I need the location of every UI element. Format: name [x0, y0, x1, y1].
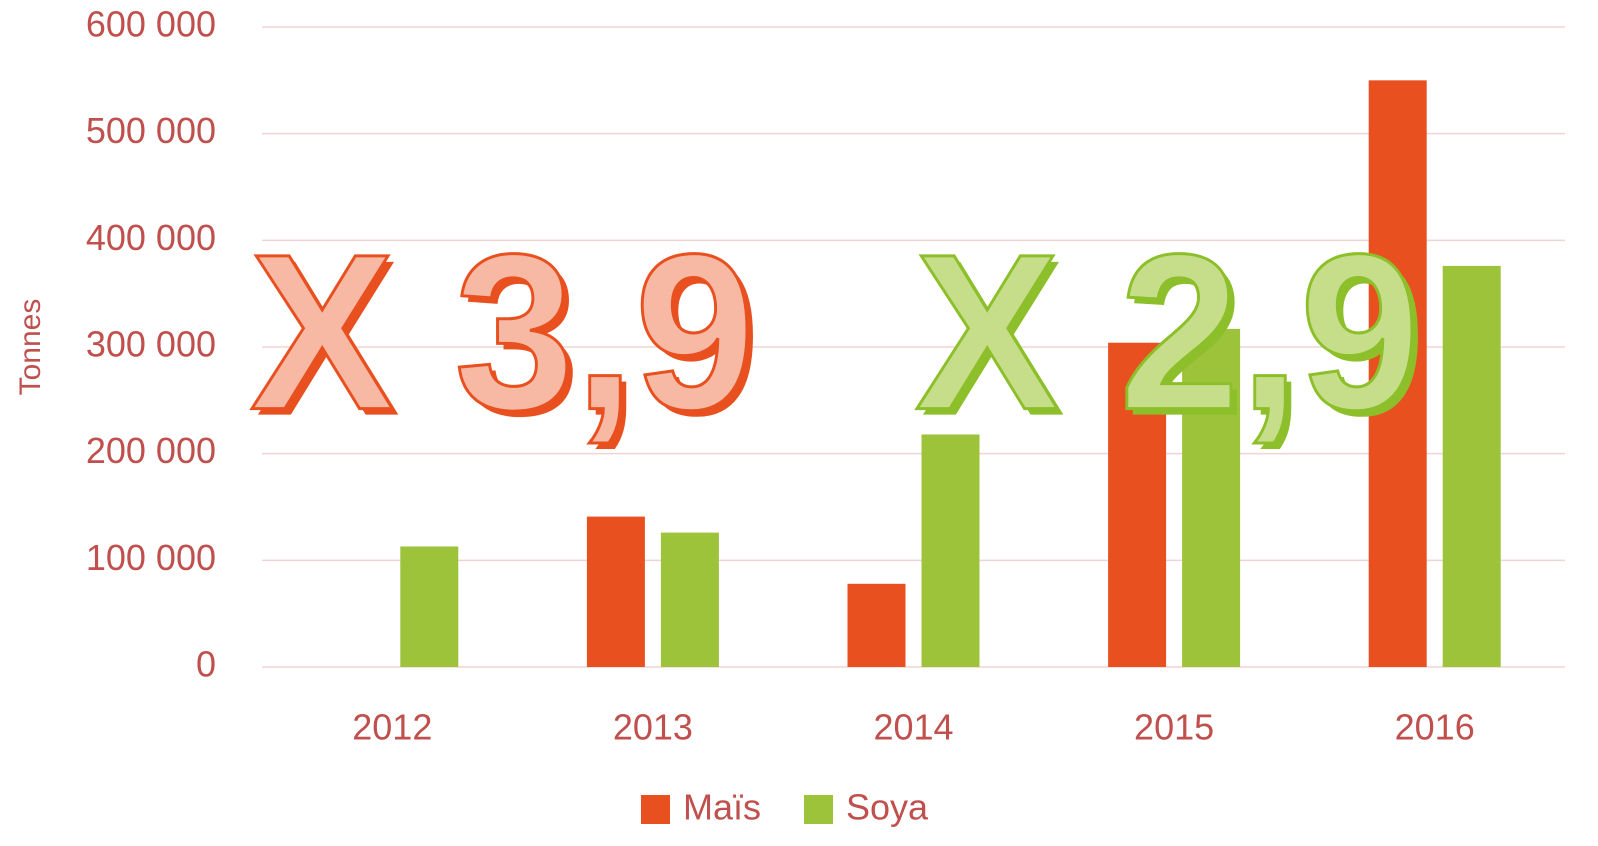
- x-tick-label: 2015: [1134, 707, 1214, 748]
- annotation-shadow: X 3,9: [256, 215, 761, 463]
- legend-label: Maïs: [683, 787, 761, 828]
- y-tick-label: 100 000: [86, 537, 216, 578]
- y-tick-label: 0: [196, 644, 216, 685]
- x-tick-label: 2016: [1395, 707, 1475, 748]
- bar: [586, 516, 645, 667]
- legend-label: Soya: [846, 787, 929, 828]
- bar: [660, 532, 719, 667]
- bar: [1368, 80, 1427, 668]
- bar: [1108, 342, 1167, 667]
- legend-swatch: [641, 795, 670, 824]
- bar: [1182, 328, 1241, 667]
- x-tick-label: 2014: [873, 707, 953, 748]
- annotation: X 3,9: [250, 209, 755, 457]
- x-tick-label: 2013: [613, 707, 693, 748]
- legend-swatch: [804, 795, 833, 824]
- y-axis-label: Tonnes: [14, 299, 47, 396]
- y-tick-label: 500 000: [86, 110, 216, 151]
- y-tick-label: 200 000: [86, 430, 216, 471]
- annotation: X 2,9: [915, 209, 1420, 457]
- y-tick-label: 400 000: [86, 217, 216, 258]
- bar: [921, 434, 980, 667]
- y-tick-label: 600 000: [86, 4, 216, 45]
- y-tick-label: 300 000: [86, 324, 216, 365]
- x-tick-label: 2012: [352, 707, 432, 748]
- bar: [847, 583, 906, 667]
- annotation-shadow: X 2,9: [921, 215, 1426, 463]
- bar: [400, 546, 459, 667]
- bar: [1442, 265, 1501, 667]
